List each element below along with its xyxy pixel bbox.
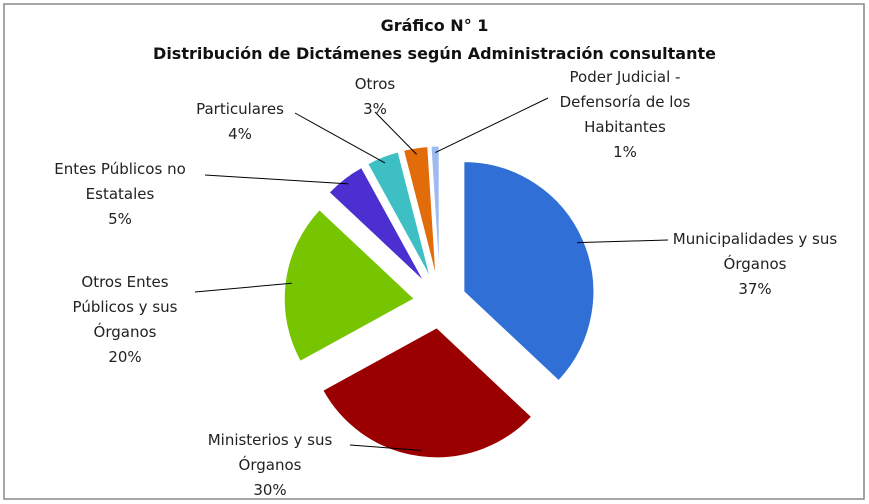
category-label: Municipalidades y sus Órganos	[672, 230, 838, 273]
value-label: 20%	[108, 348, 142, 366]
value-label: 3%	[363, 100, 387, 118]
pie-slice	[402, 146, 437, 277]
value-label: 1%	[613, 143, 637, 161]
value-label: 4%	[228, 125, 252, 143]
slice-label: Poder Judicial - Defensoría de los Habit…	[545, 65, 705, 165]
pie-slice	[328, 166, 425, 282]
slice-label: Municipalidades y sus Órganos 37%	[670, 227, 840, 302]
pie-slice	[463, 161, 595, 382]
leader-line	[577, 239, 669, 244]
slice-label: Otros 3%	[345, 72, 405, 122]
category-label: Particulares	[196, 100, 284, 118]
category-label: Ministerios y sus Órganos	[207, 431, 333, 474]
category-label: Otros Entes Públicos y sus Órganos	[72, 273, 178, 341]
leader-line	[374, 111, 417, 155]
leader-line	[204, 174, 349, 185]
chart-subtitle: Distribución de Dictámenes según Adminis…	[153, 44, 716, 63]
leader-line	[194, 282, 292, 293]
chart-title: Gráfico N° 1	[380, 16, 489, 35]
slice-label: Particulares 4%	[180, 97, 300, 147]
value-label: 37%	[738, 280, 772, 298]
leader-line	[435, 97, 549, 154]
value-label: 5%	[108, 210, 132, 228]
category-label: Otros	[354, 75, 396, 93]
pie-slice	[430, 145, 440, 277]
category-label: Poder Judicial - Defensoría de los Habit…	[559, 68, 691, 136]
slice-label: Ministerios y sus Órganos 30%	[190, 428, 350, 503]
value-label: 30%	[253, 481, 287, 499]
pie-slice	[367, 151, 431, 279]
leader-line	[349, 444, 422, 451]
category-label: Entes Públicos no Estatales	[54, 160, 186, 203]
pie-slice	[283, 209, 416, 363]
slice-label: Entes Públicos no Estatales 5%	[30, 157, 210, 232]
leader-line	[294, 112, 386, 164]
pie-slice	[322, 327, 533, 459]
slice-label: Otros Entes Públicos y sus Órganos 20%	[55, 270, 195, 370]
